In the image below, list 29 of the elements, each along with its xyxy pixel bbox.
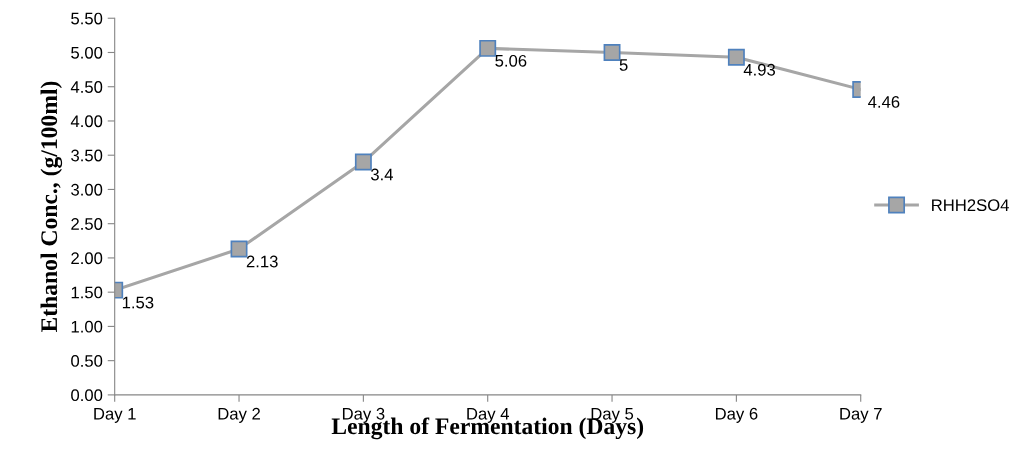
data-label: 5.06 (495, 54, 527, 67)
point (479, 39, 497, 57)
data-label: 3.4 (370, 168, 393, 181)
y-tick-label: 0.00 (71, 389, 103, 402)
y-tick-label: 0.50 (71, 355, 103, 367)
data-label: 4.46 (868, 96, 900, 108)
x-tick-label: Day 6 (715, 407, 758, 423)
point (603, 44, 621, 61)
data-label: 4.93 (743, 63, 776, 76)
point (354, 153, 372, 171)
y-tick-label: 4.50 (70, 81, 103, 93)
y-axis-title: Ethanol Conc., (g/100ml) (40, 81, 63, 333)
y-tick-label: 2.00 (71, 252, 103, 265)
x-tick-label: Day 1 (94, 408, 136, 423)
point (727, 48, 745, 66)
y-tick-label: 3.50 (71, 149, 103, 162)
data-label: 5 (619, 59, 628, 71)
y-tick-label: 4.00 (70, 115, 103, 128)
y-tick-label: 2.50 (71, 218, 103, 230)
x-tick-label: Day 7 (840, 408, 882, 423)
legend-label: RHH2SO4 (932, 199, 1009, 212)
y-tick-label: 3.00 (71, 183, 103, 196)
y-tick-label: 1.50 (71, 286, 103, 299)
x-tick-label: Day 2 (218, 407, 260, 423)
y-tick-label: 1.00 (71, 320, 103, 333)
data-label: 2.13 (246, 255, 278, 268)
y-tick-label: 5.00 (71, 46, 103, 59)
y-tick-label: 5.50 (71, 12, 103, 25)
data-label: 1.53 (122, 296, 154, 309)
